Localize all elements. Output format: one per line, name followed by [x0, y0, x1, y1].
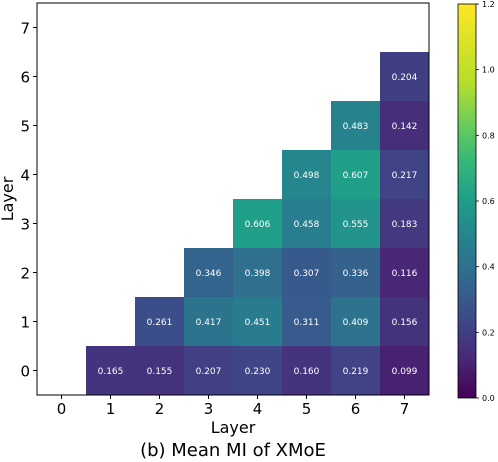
- heatmap-cell: [331, 346, 380, 395]
- cell-value-label: 0.307: [294, 269, 320, 279]
- cell-value-label: 0.458: [294, 220, 320, 230]
- cell-value-label: 0.230: [245, 367, 271, 377]
- heatmap-cell: [282, 199, 331, 248]
- heatmap-cell: [282, 248, 331, 297]
- cell-value-label: 0.261: [147, 318, 173, 328]
- heatmap-cell: [184, 297, 233, 346]
- cell-value-label: 0.409: [343, 318, 369, 328]
- plot-frame: [36, 2, 430, 396]
- cell-value-labels: 0.165 0.155 0.207 0.230 0.160 0.219 0.099 0.261…: [98, 73, 418, 377]
- heatmap-cell: [331, 248, 380, 297]
- cell-value-label: 0.398: [245, 269, 271, 279]
- heatmap-cell: [331, 199, 380, 248]
- cell-value-label: 0.483: [343, 122, 369, 132]
- heatmap-cell: [380, 248, 429, 297]
- x-tick-label: 6: [351, 400, 361, 418]
- cell-value-label: 0.099: [392, 367, 418, 377]
- heatmap-cell: [233, 297, 282, 346]
- y-tick-label: 6: [20, 69, 30, 87]
- heatmap-cell: [135, 346, 184, 395]
- cell-value-label: 0.160: [294, 367, 320, 377]
- x-tick-label: 0: [57, 400, 67, 418]
- y-axis-ticks: 0 1 2 3 4 5 6 7: [20, 20, 37, 381]
- cell-value-label: 0.142: [392, 122, 418, 132]
- x-tick-label: 7: [400, 400, 410, 418]
- y-tick-label: 3: [20, 216, 30, 234]
- cell-value-label: 0.155: [147, 367, 173, 377]
- cell-value-label: 0.607: [343, 171, 369, 181]
- heatmap-cell: [331, 297, 380, 346]
- x-axis-label: Layer: [211, 418, 256, 437]
- heatmap-cell: [380, 346, 429, 395]
- x-tick-label: 2: [155, 400, 165, 418]
- x-axis-ticks: 0 1 2 3 4 5 6 7: [57, 395, 410, 418]
- y-tick-label: 2: [20, 265, 30, 283]
- cell-value-label: 0.311: [294, 318, 320, 328]
- heatmap-cell: [380, 150, 429, 199]
- x-tick-label: 3: [204, 400, 214, 418]
- colorbar-tick-label: 0.6: [482, 197, 495, 206]
- y-tick-label: 4: [20, 167, 30, 185]
- heatmap-cell: [331, 101, 380, 150]
- x-tick-label: 4: [253, 400, 263, 418]
- colorbar-tick-label: 0.4: [482, 263, 495, 272]
- colorbar-tick-label: 0.0: [482, 394, 495, 403]
- heatmap-cell: [380, 52, 429, 101]
- heatmap-cell: [380, 297, 429, 346]
- heatmap-cell: [282, 346, 331, 395]
- cell-value-label: 0.116: [392, 269, 418, 279]
- y-tick-label: 5: [20, 118, 30, 136]
- heatmap-cell: [380, 199, 429, 248]
- heatmap-cell: [331, 150, 380, 199]
- x-tick-label: 5: [302, 400, 312, 418]
- y-axis-label: Layer: [0, 176, 17, 221]
- cell-value-label: 0.417: [196, 318, 222, 328]
- colorbar-tick-label: 1.0: [482, 66, 495, 75]
- x-tick-label: 1: [106, 400, 116, 418]
- y-tick-label: 7: [20, 20, 30, 38]
- y-tick-label: 0: [20, 363, 30, 381]
- heatmap-cell: [282, 150, 331, 199]
- colorbar-ticks: 0.0 0.2 0.4 0.6 0.8 1.0 1.2: [476, 0, 495, 403]
- cell-value-label: 0.498: [294, 171, 320, 181]
- cell-value-label: 0.555: [343, 220, 369, 230]
- heatmap-cell: [233, 199, 282, 248]
- y-tick-label: 1: [20, 314, 30, 332]
- heatmap-cell: [282, 297, 331, 346]
- colorbar-tick-label: 1.2: [482, 0, 495, 9]
- cell-value-label: 0.606: [245, 220, 271, 230]
- heatmap-cell: [233, 248, 282, 297]
- cell-value-label: 0.207: [196, 367, 222, 377]
- cell-value-label: 0.451: [245, 318, 271, 328]
- cell-value-label: 0.183: [392, 220, 418, 230]
- heatmap-cell: [184, 248, 233, 297]
- cell-value-label: 0.165: [98, 367, 124, 377]
- cell-value-label: 0.346: [196, 269, 222, 279]
- heatmap-cell: [135, 297, 184, 346]
- chart-title: (b) Mean MI of XMoE: [140, 440, 326, 461]
- colorbar-tick-label: 0.8: [482, 131, 495, 140]
- colorbar-tick-label: 0.2: [482, 328, 495, 337]
- cell-value-label: 0.217: [392, 171, 418, 181]
- heatmap-cell: [233, 346, 282, 395]
- cell-value-label: 0.204: [392, 73, 418, 83]
- heatmap-cell: [380, 101, 429, 150]
- heatmap-cell: [86, 346, 135, 395]
- cell-value-label: 0.156: [392, 318, 418, 328]
- colorbar: [457, 3, 477, 399]
- cell-value-label: 0.219: [343, 367, 369, 377]
- heatmap-cells: [86, 52, 429, 395]
- cell-value-label: 0.336: [343, 269, 369, 279]
- heatmap-cell: [184, 346, 233, 395]
